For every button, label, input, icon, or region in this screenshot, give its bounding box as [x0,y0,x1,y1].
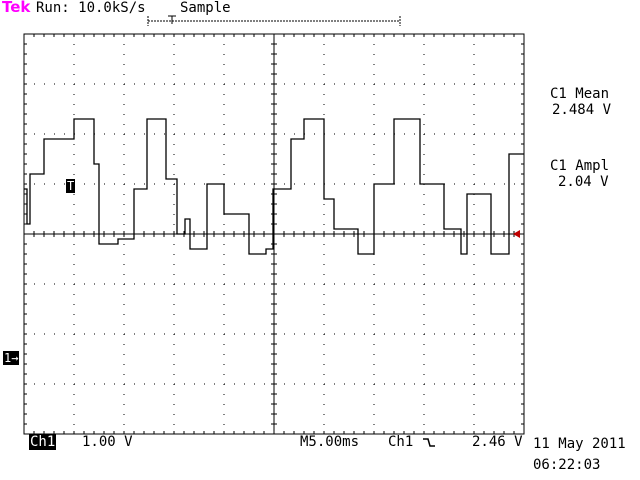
measurement-2-value: 2.04 V [558,174,609,190]
trigger-level-arrow-icon [513,230,520,238]
channel-1-waveform [24,118,524,255]
capture-time: 06:22:03 [533,457,601,473]
volts-per-div: 1.00 V [82,434,133,450]
brand-logo: Tek [2,0,31,16]
record-view-bracket [147,15,401,26]
channel-1-ground-marker: 1→ [3,351,20,365]
falling-edge-icon [423,438,435,447]
waveform-trace [24,118,524,255]
trigger-level: 2.46 V [472,434,523,450]
timebase: M5.00ms [300,434,360,450]
capture-date: 11 May 2011 [533,436,626,452]
acquisition-mode: Sample [180,0,231,16]
run-status: Run: 10.0kS/s [36,0,146,16]
measurement-1-value: 2.484 V [552,102,612,118]
measurement-2-label: C1 Ampl [550,158,610,174]
measurement-1-label: C1 Mean [550,86,610,102]
graticule-grid [23,33,525,435]
trigger-position-marker: T [66,179,76,193]
channel-label: Ch1 [29,434,57,450]
trigger-source: Ch1 [388,434,414,450]
